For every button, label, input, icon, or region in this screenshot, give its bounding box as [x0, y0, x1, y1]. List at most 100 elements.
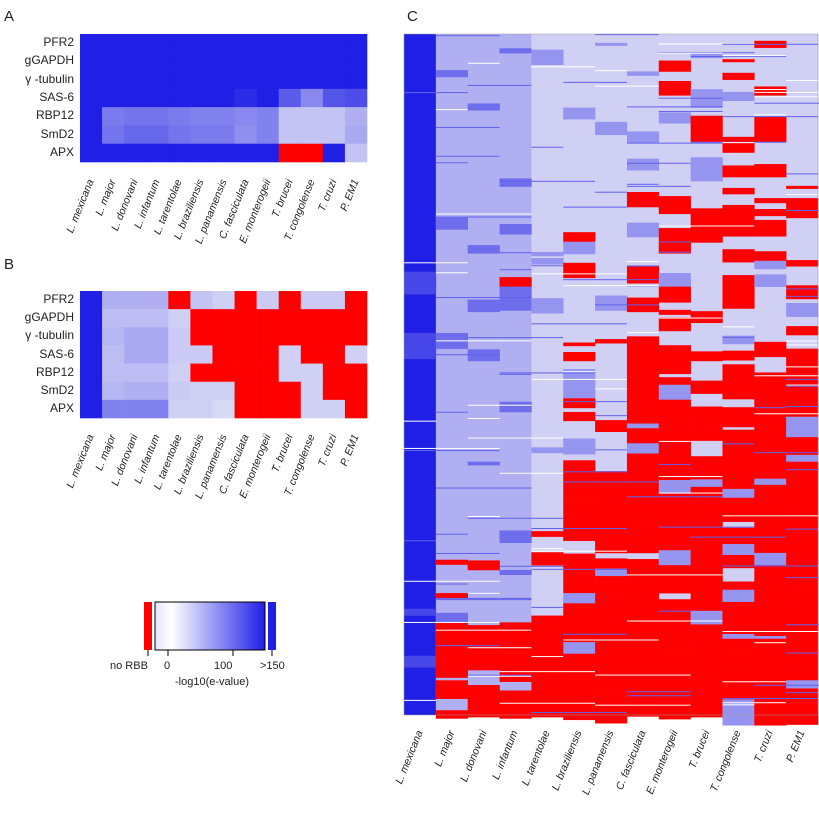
heatmap-c-streak — [467, 675, 532, 677]
heatmap-c-streak — [531, 256, 564, 258]
heatmap-c-streak — [626, 162, 691, 164]
heatmap-b-cell — [124, 399, 147, 419]
heatmap-c-streak — [658, 52, 755, 54]
heatmap-c-block — [690, 524, 723, 529]
heatmap-c-block — [722, 364, 755, 378]
heatmap-c-streak — [626, 183, 659, 185]
heatmap-c-block — [626, 631, 660, 637]
heatmap-c-block — [754, 687, 787, 692]
heatmap-c-streak — [404, 580, 500, 582]
heatmap-c-block — [626, 378, 660, 387]
heatmap-b-cell — [80, 345, 103, 364]
heatmap-a-cell — [146, 125, 169, 145]
heatmap-c-block — [626, 71, 660, 76]
heatmap-a-cell — [102, 52, 125, 71]
heatmap-c-block — [467, 103, 500, 111]
heatmap-a-cell — [344, 107, 368, 126]
heatmap-c-block — [690, 682, 723, 694]
heatmap-a-cell — [168, 143, 191, 163]
heatmap-b-cell — [168, 399, 191, 419]
heatmap-c-block — [595, 537, 628, 554]
heatmap-b-cell — [234, 327, 257, 346]
heatmap-c-block — [786, 629, 819, 635]
heatmap-c-block — [658, 411, 691, 420]
heatmap-c-block — [563, 713, 596, 721]
heatmap-a-cell — [124, 107, 147, 126]
heatmap-c-block — [754, 711, 787, 726]
heatmap-a-cell — [168, 125, 191, 145]
heatmap-c-block — [690, 53, 723, 59]
heatmap-c-block — [563, 342, 596, 347]
heatmap-c-block — [754, 116, 787, 131]
heatmap-c-block — [690, 157, 723, 166]
heatmap-a-cell — [344, 52, 368, 71]
heatmap-c-block — [595, 507, 628, 520]
heatmap-c-block — [786, 529, 819, 542]
heatmap-c-block — [786, 373, 819, 383]
heatmap-c-block — [658, 550, 691, 566]
heatmap-c-streak — [595, 415, 627, 417]
heatmap-c-streak — [658, 43, 755, 45]
heatmap-c-block — [563, 232, 596, 243]
heatmap-c-streak — [499, 373, 532, 375]
heatmap-c-block — [690, 599, 723, 612]
heatmap-c-block — [658, 531, 691, 546]
heatmap-c-streak — [595, 449, 627, 451]
heatmap-c-block — [690, 229, 723, 243]
heatmap-c-block — [722, 539, 755, 545]
heatmap-c-block — [786, 465, 819, 473]
heatmap-b-row-label: γ -tubulin — [25, 328, 74, 343]
heatmap-c-block — [722, 257, 755, 263]
heatmap-c-streak — [722, 443, 755, 445]
heatmap-c-block — [722, 619, 755, 635]
heatmap-c-block — [595, 655, 628, 661]
heatmap-c-block — [722, 656, 755, 671]
heatmap-c-block — [754, 552, 787, 566]
heatmap-c-column — [531, 34, 564, 715]
heatmap-c-block — [690, 521, 723, 525]
heatmap-c-block — [499, 178, 532, 187]
heatmap-c-block — [658, 347, 691, 353]
heatmap-a-cell — [124, 34, 147, 53]
heatmap-b-cell — [190, 291, 213, 310]
heatmap-c-block — [658, 649, 691, 655]
heatmap-c-streak — [467, 674, 532, 676]
heatmap-b-cell — [80, 309, 103, 328]
heatmap-a-cell — [102, 34, 125, 53]
heatmap-c-block — [499, 670, 532, 680]
heatmap-b-cell — [124, 309, 147, 328]
heatmap-c-block — [626, 265, 660, 279]
heatmap-c-streak — [435, 354, 500, 356]
heatmap-c-streak — [531, 606, 564, 608]
heatmap-c-block — [754, 503, 787, 514]
heatmap-c-block — [531, 629, 564, 633]
heatmap-b-cell — [168, 381, 191, 401]
heatmap-c-block — [754, 130, 787, 142]
heatmap-c-streak — [722, 336, 755, 338]
heatmap-b-cell — [146, 399, 169, 419]
heatmap-b-cell — [256, 399, 279, 419]
heatmap-c-block — [754, 597, 787, 606]
heatmap-c-block — [754, 219, 787, 233]
heatmap-c-block — [626, 680, 660, 688]
heatmap-c-block — [435, 693, 468, 699]
heatmap-c-streak — [722, 681, 787, 683]
heatmap-c-block — [658, 273, 691, 287]
heatmap-c-block — [435, 654, 468, 665]
heatmap-a-cell — [278, 107, 302, 126]
heatmap-c-block — [658, 377, 691, 381]
heatmap-a-cell — [278, 88, 302, 108]
heatmap-c-streak — [435, 583, 468, 585]
heatmap-c-block — [690, 546, 723, 561]
heatmap-c-block — [626, 362, 660, 379]
heatmap-c-block — [435, 612, 468, 624]
heatmap-b-cell — [102, 345, 125, 364]
heatmap-c-block — [563, 465, 596, 474]
heatmap-c-block — [754, 636, 787, 640]
heatmap-c-streak — [595, 191, 627, 193]
heatmap-b-cell — [80, 399, 103, 419]
heatmap-a-cell — [344, 125, 368, 145]
heatmap-a-cell — [300, 125, 324, 145]
heatmap-a-cell — [80, 125, 103, 145]
heatmap-c-streak — [786, 528, 818, 530]
